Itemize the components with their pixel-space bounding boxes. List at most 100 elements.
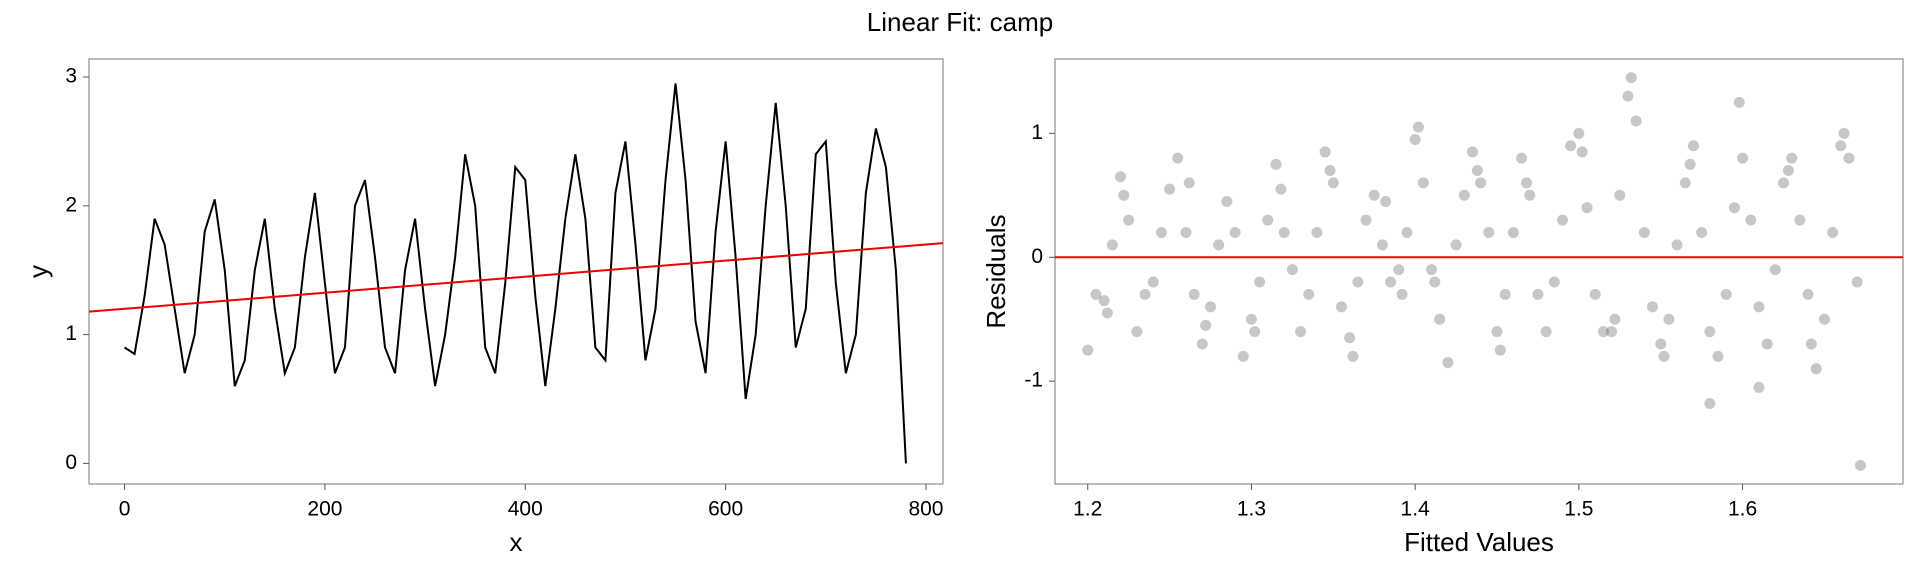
point bbox=[1200, 319, 1212, 331]
point bbox=[1221, 195, 1233, 207]
point bbox=[1262, 214, 1274, 226]
point bbox=[1761, 338, 1773, 350]
point bbox=[1655, 338, 1667, 350]
point bbox=[1098, 295, 1110, 307]
point bbox=[1335, 301, 1347, 313]
point bbox=[1082, 344, 1094, 356]
x-tick-label: 1.5 bbox=[1564, 498, 1593, 521]
point bbox=[1458, 189, 1470, 201]
point bbox=[1311, 226, 1323, 238]
point bbox=[1270, 158, 1282, 170]
x-tick-label: 0 bbox=[119, 498, 131, 521]
point bbox=[1426, 264, 1438, 276]
x-tick-label: 1.2 bbox=[1073, 498, 1102, 521]
point bbox=[1581, 202, 1593, 214]
x-tick-label: 600 bbox=[708, 498, 743, 521]
point bbox=[1827, 226, 1839, 238]
point bbox=[1324, 165, 1336, 177]
point bbox=[1471, 165, 1483, 177]
y-axis-title: y bbox=[23, 265, 53, 278]
point bbox=[1606, 326, 1618, 338]
point bbox=[1376, 239, 1388, 251]
x-axis-title: Fitted Values bbox=[1404, 527, 1554, 557]
point bbox=[1450, 239, 1462, 251]
point bbox=[1196, 338, 1208, 350]
point bbox=[1213, 239, 1225, 251]
point bbox=[1576, 146, 1588, 158]
y-tick-label: 0 bbox=[1031, 245, 1043, 268]
x-tick-label: 400 bbox=[508, 498, 543, 521]
point bbox=[1249, 326, 1261, 338]
point bbox=[1794, 214, 1806, 226]
point bbox=[1275, 183, 1287, 195]
point bbox=[1696, 226, 1708, 238]
y-tick-label: 1 bbox=[65, 322, 77, 345]
point bbox=[1854, 459, 1866, 471]
point bbox=[1368, 189, 1380, 201]
point bbox=[1838, 127, 1850, 139]
point bbox=[1393, 264, 1405, 276]
point bbox=[1188, 288, 1200, 300]
y-tick-label: 3 bbox=[65, 65, 77, 88]
point bbox=[1183, 177, 1195, 189]
y-tick-label: 1 bbox=[1031, 121, 1043, 144]
point bbox=[1344, 332, 1356, 344]
point bbox=[1229, 226, 1241, 238]
point bbox=[1429, 276, 1441, 288]
point bbox=[1303, 288, 1315, 300]
point bbox=[1507, 226, 1519, 238]
point bbox=[1295, 326, 1307, 338]
point bbox=[1417, 177, 1429, 189]
point bbox=[1434, 313, 1446, 325]
point bbox=[1712, 350, 1724, 362]
point bbox=[1147, 276, 1159, 288]
point bbox=[1609, 313, 1621, 325]
point bbox=[1630, 115, 1642, 127]
point bbox=[1720, 288, 1732, 300]
point bbox=[1139, 288, 1151, 300]
y-tick-label: 2 bbox=[65, 193, 77, 216]
x-tick-label: 800 bbox=[908, 498, 943, 521]
point bbox=[1118, 189, 1130, 201]
x-axis-title: x bbox=[510, 527, 523, 557]
point bbox=[1385, 276, 1397, 288]
point bbox=[1745, 214, 1757, 226]
point bbox=[1851, 276, 1863, 288]
point bbox=[1494, 344, 1506, 356]
point bbox=[1101, 307, 1113, 319]
point bbox=[1597, 326, 1609, 338]
point bbox=[1396, 288, 1408, 300]
point bbox=[1684, 158, 1696, 170]
point bbox=[1412, 121, 1424, 133]
point bbox=[1540, 326, 1552, 338]
point bbox=[1442, 357, 1454, 369]
point bbox=[1733, 96, 1745, 108]
point bbox=[1589, 288, 1601, 300]
point bbox=[1483, 226, 1495, 238]
point bbox=[1622, 90, 1634, 102]
point bbox=[1278, 226, 1290, 238]
point bbox=[1704, 397, 1716, 409]
y-axis-title: Residuals bbox=[981, 214, 1011, 328]
point bbox=[1327, 177, 1339, 189]
point bbox=[1090, 288, 1102, 300]
data-line bbox=[124, 83, 907, 464]
point bbox=[1360, 214, 1372, 226]
point bbox=[1491, 326, 1503, 338]
point bbox=[1777, 177, 1789, 189]
y-tick-label: 0 bbox=[65, 451, 77, 474]
point bbox=[1475, 177, 1487, 189]
point bbox=[1843, 152, 1855, 164]
point bbox=[1753, 381, 1765, 393]
figure-title: Linear Fit: camp bbox=[867, 7, 1053, 37]
point bbox=[1658, 350, 1670, 362]
point bbox=[1516, 152, 1528, 164]
point bbox=[1466, 146, 1478, 158]
point bbox=[1286, 264, 1298, 276]
point bbox=[1520, 177, 1532, 189]
point bbox=[1671, 239, 1683, 251]
point bbox=[1728, 202, 1740, 214]
point bbox=[1245, 313, 1257, 325]
